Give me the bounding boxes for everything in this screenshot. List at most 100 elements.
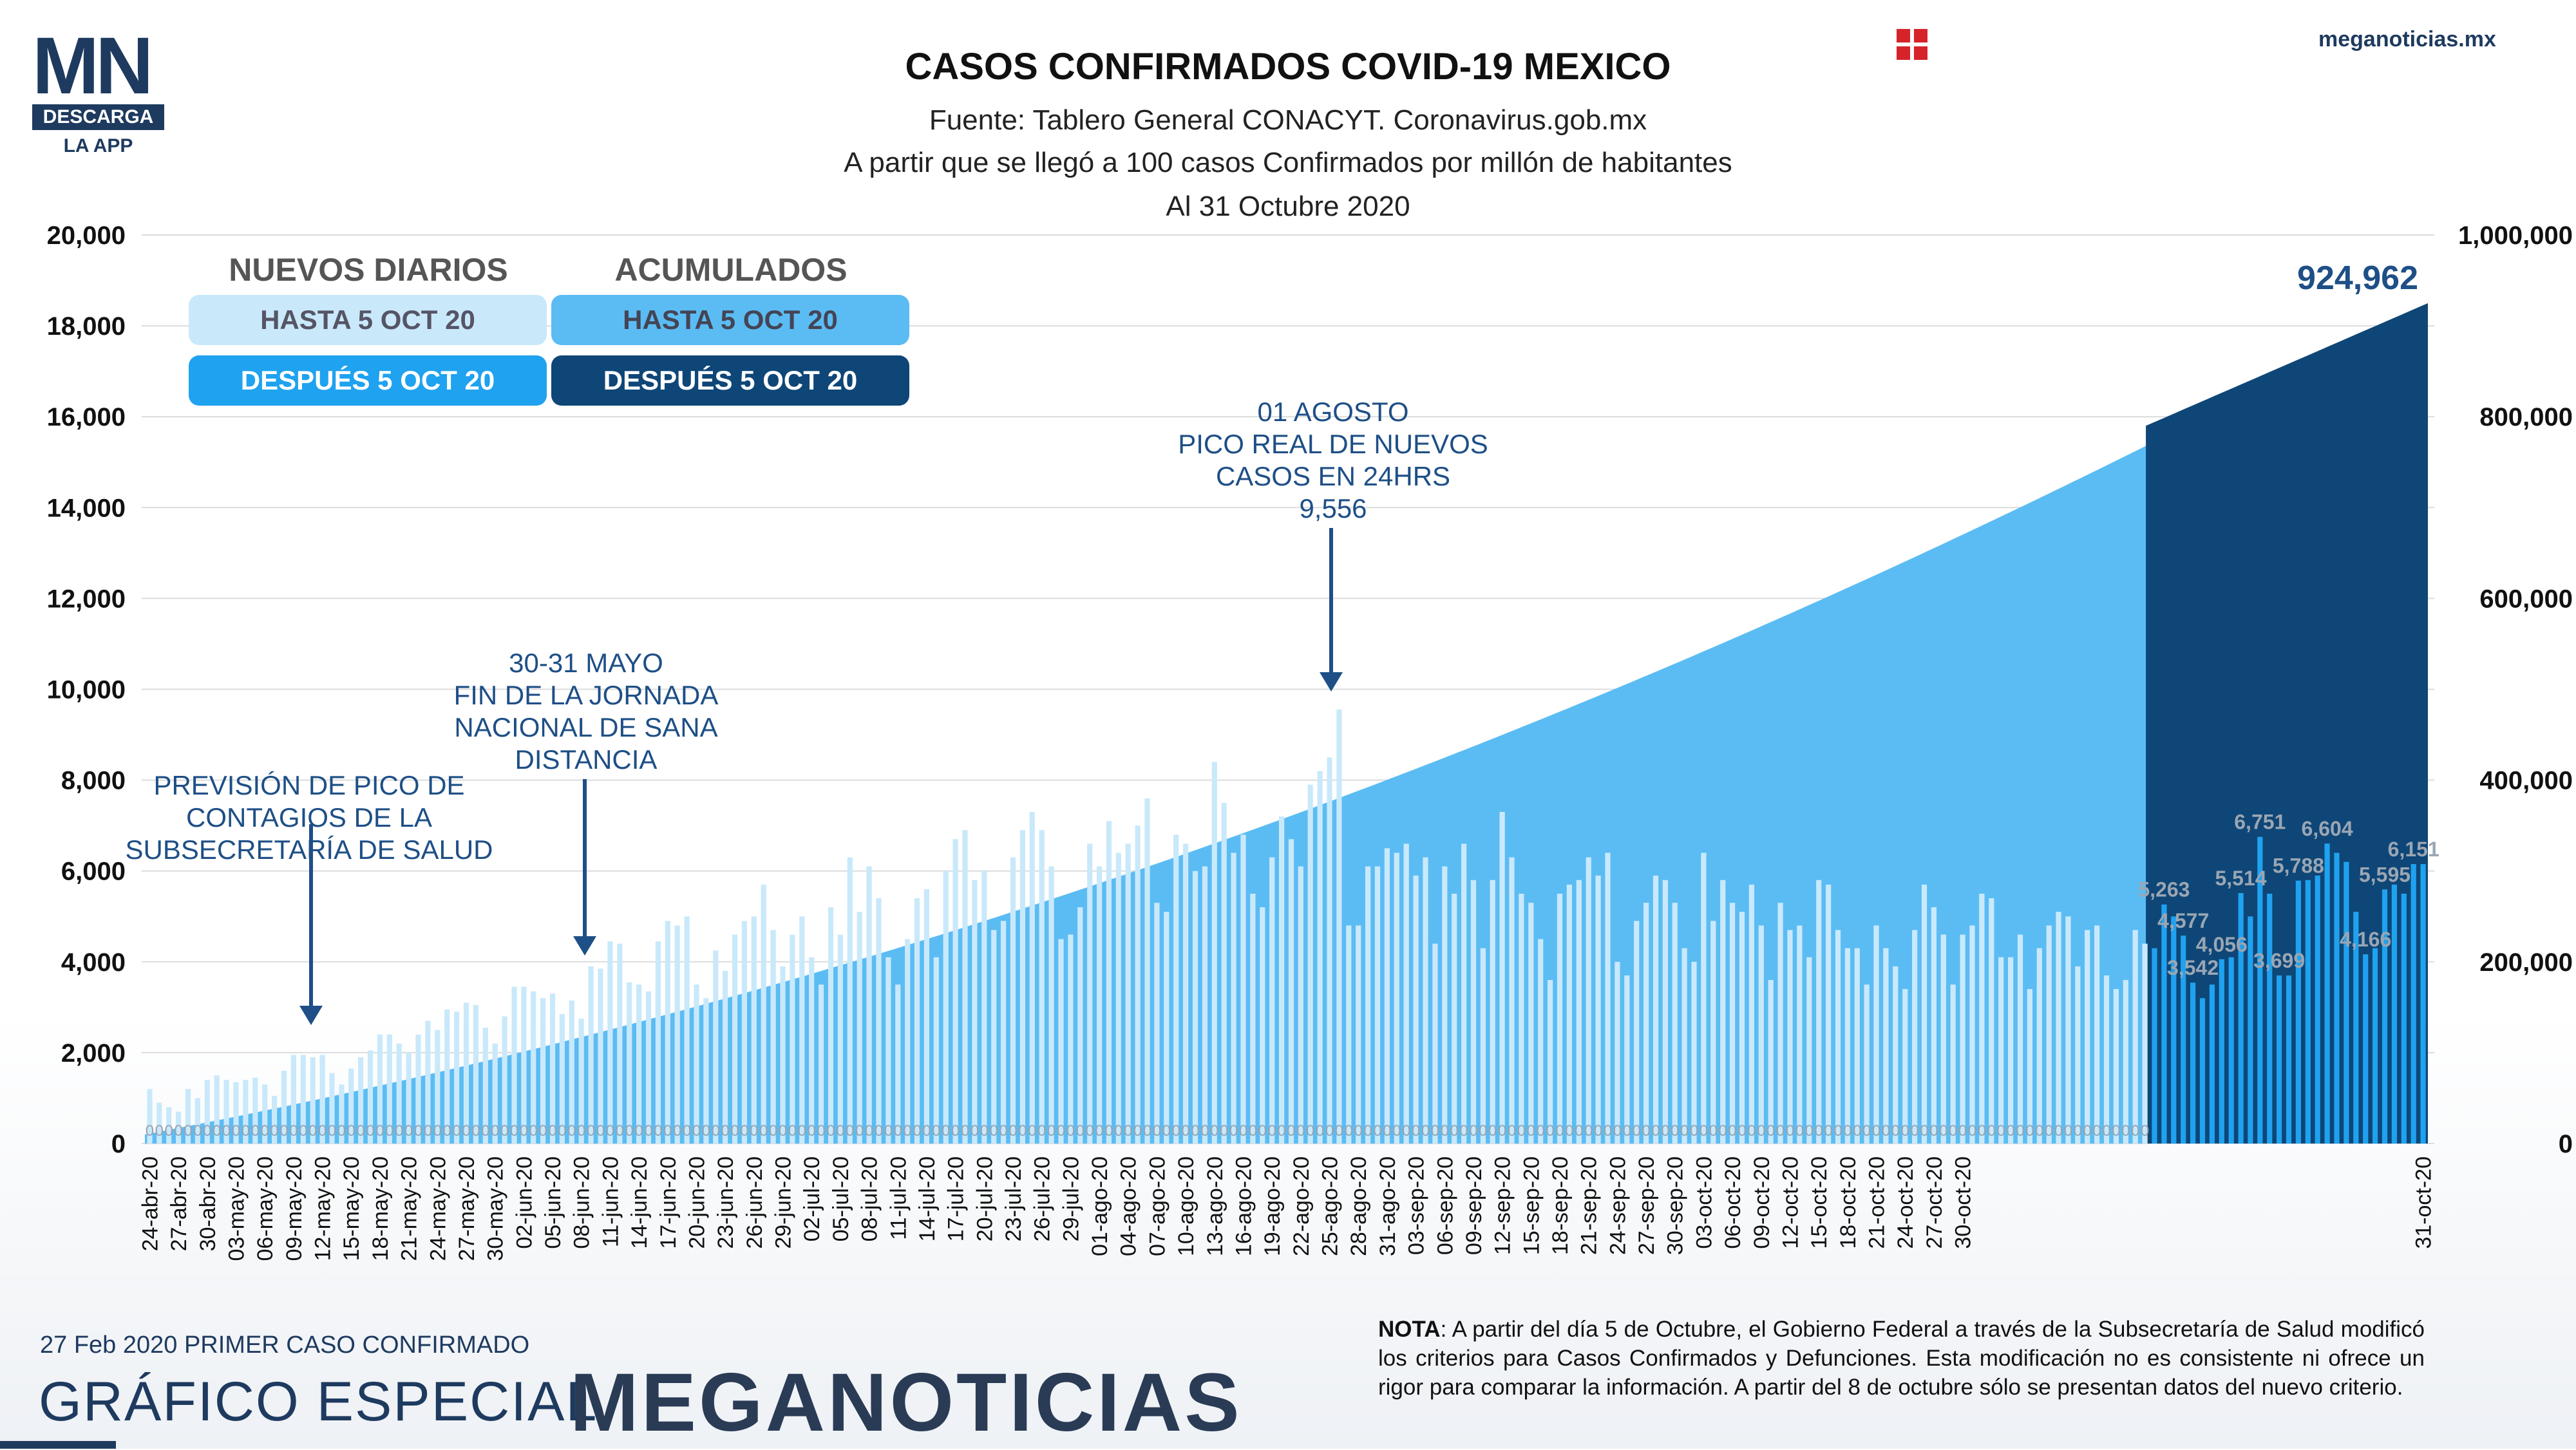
zero-label: 0 [1939, 1122, 1947, 1140]
zero-label: 0 [971, 1122, 979, 1140]
daily-bar-before [886, 957, 891, 1144]
zero-label: 0 [1594, 1122, 1602, 1140]
daily-bar-before [1940, 934, 1946, 1144]
zero-label: 0 [1690, 1122, 1698, 1140]
daily-bar-before [156, 1102, 162, 1144]
zero-label: 0 [1268, 1122, 1276, 1140]
zero-label: 0 [1872, 1122, 1880, 1140]
daily-bar-before [1528, 903, 1534, 1144]
daily-bar-before [981, 871, 987, 1144]
x-tick-label: 01-ago-20 [1088, 1156, 1112, 1256]
x-tick-label: 20-jul-20 [972, 1156, 997, 1241]
zero-label: 0 [712, 1122, 720, 1140]
zero-label: 0 [1325, 1122, 1334, 1140]
mn-logo[interactable]: MN DESCARGA LA APP [32, 21, 164, 157]
x-tick-label: 04-ago-20 [1117, 1156, 1141, 1256]
x-tick-label: 15-may-20 [339, 1156, 364, 1261]
daily-bar-before [1183, 843, 1189, 1144]
daily-data-label: 4,166 [2340, 928, 2391, 951]
daily-bar-before [598, 968, 603, 1144]
x-tick-label: 24-abr-20 [138, 1156, 162, 1251]
zero-label: 0 [1853, 1122, 1861, 1140]
zero-label: 0 [692, 1122, 701, 1140]
zero-label: 0 [1172, 1122, 1180, 1140]
chart-title: CASOS CONFIRMADOS COVID-19 MEXICO [905, 46, 1671, 88]
daily-bar-before [1643, 903, 1649, 1144]
x-tick-label: 31-ago-20 [1376, 1156, 1400, 1256]
daily-bar-before [751, 916, 757, 1144]
daily-bar-before [1461, 843, 1467, 1144]
daily-bar-before [1662, 880, 1668, 1144]
daily-bar-before [905, 939, 911, 1144]
daily-bar-before [674, 925, 680, 1144]
zero-label: 0 [1057, 1122, 1065, 1140]
zero-label: 0 [1421, 1122, 1430, 1140]
daily-bar-before [540, 998, 546, 1144]
zero-label: 0 [279, 1122, 288, 1140]
zero-label: 0 [2035, 1122, 2043, 1140]
daily-bar-before [166, 1107, 172, 1144]
daily-bar-before [204, 1080, 210, 1144]
daily-bar-before [1029, 812, 1035, 1144]
zero-label: 0 [1680, 1122, 1689, 1140]
zero-label: 0 [1162, 1122, 1171, 1140]
daily-bar-before [2017, 934, 2023, 1144]
zero-label: 0 [1066, 1122, 1075, 1140]
x-tick-label: 18-oct-20 [1836, 1156, 1861, 1249]
x-tick-label: 03-oct-20 [1692, 1156, 1716, 1249]
x-tick-label: 30-oct-20 [1951, 1156, 1976, 1249]
zero-label: 0 [1028, 1122, 1036, 1140]
daily-bar-before [1720, 880, 1726, 1144]
daily-bar-before [1777, 903, 1783, 1144]
daily-bar-before [790, 934, 795, 1144]
zero-label: 0 [2074, 1122, 2082, 1140]
daily-bar-before [482, 1028, 488, 1144]
daily-bar-after [2277, 975, 2282, 1144]
zero-label: 0 [1747, 1122, 1756, 1140]
legend-cum-before: HASTA 5 OCT 20 [551, 295, 909, 345]
daily-bar-before [1605, 852, 1611, 1144]
zero-label: 0 [1757, 1122, 1765, 1140]
zero-label: 0 [990, 1122, 998, 1140]
logo-app: LA APP [63, 135, 133, 156]
daily-bar-before [943, 871, 949, 1144]
x-tick-label: 12-may-20 [311, 1156, 336, 1261]
daily-bar-before [454, 1012, 460, 1144]
daily-bar-after [2382, 889, 2388, 1144]
zero-label: 0 [1373, 1122, 1381, 1140]
daily-bar-before [339, 1084, 345, 1144]
zero-label: 0 [1402, 1122, 1410, 1140]
daily-bar-before [1019, 830, 1025, 1144]
zero-label: 0 [1114, 1122, 1122, 1140]
zero-label: 0 [289, 1122, 298, 1140]
zero-label: 0 [1412, 1122, 1420, 1140]
zero-label: 0 [1719, 1122, 1727, 1140]
zero-label: 0 [1037, 1122, 1046, 1140]
daily-bar-before [694, 984, 699, 1144]
logo-letters: MN [32, 21, 153, 111]
x-tick-label: 06-oct-20 [1721, 1156, 1745, 1249]
daily-bar-before [281, 1071, 287, 1144]
x-tick-label: 21-oct-20 [1865, 1156, 1889, 1249]
daily-bar-before [1864, 984, 1870, 1144]
daily-bar-before [857, 912, 862, 1144]
daily-bar-before [1653, 875, 1659, 1144]
x-tick-label: 09-sep-20 [1462, 1156, 1486, 1255]
zero-label: 0 [1191, 1122, 1199, 1140]
daily-bar-after [2344, 862, 2349, 1144]
daily-bar-before [329, 1073, 335, 1144]
daily-bar-before [1442, 866, 1448, 1144]
daily-bar-before [1250, 894, 1256, 1144]
x-tick-label: 12-oct-20 [1779, 1156, 1803, 1249]
zero-label: 0 [2131, 1122, 2139, 1140]
annotation-jornada: 30-31 MAYO FIN DE LA JORNADA NACIONAL DE… [453, 648, 719, 775]
site-url[interactable]: meganoticias.mx [2318, 27, 2496, 52]
zero-label: 0 [1623, 1122, 1631, 1140]
zero-label: 0 [1738, 1122, 1746, 1140]
daily-bar-before [1403, 843, 1409, 1144]
daily-bar-after [2334, 852, 2340, 1144]
daily-bar-before [2123, 980, 2128, 1144]
zero-label: 0 [663, 1122, 672, 1140]
annotation-prevision: PREVISIÓN DE PICO DE CONTAGIOS DE LA SUB… [125, 770, 493, 865]
daily-bar-before [1634, 921, 1640, 1144]
